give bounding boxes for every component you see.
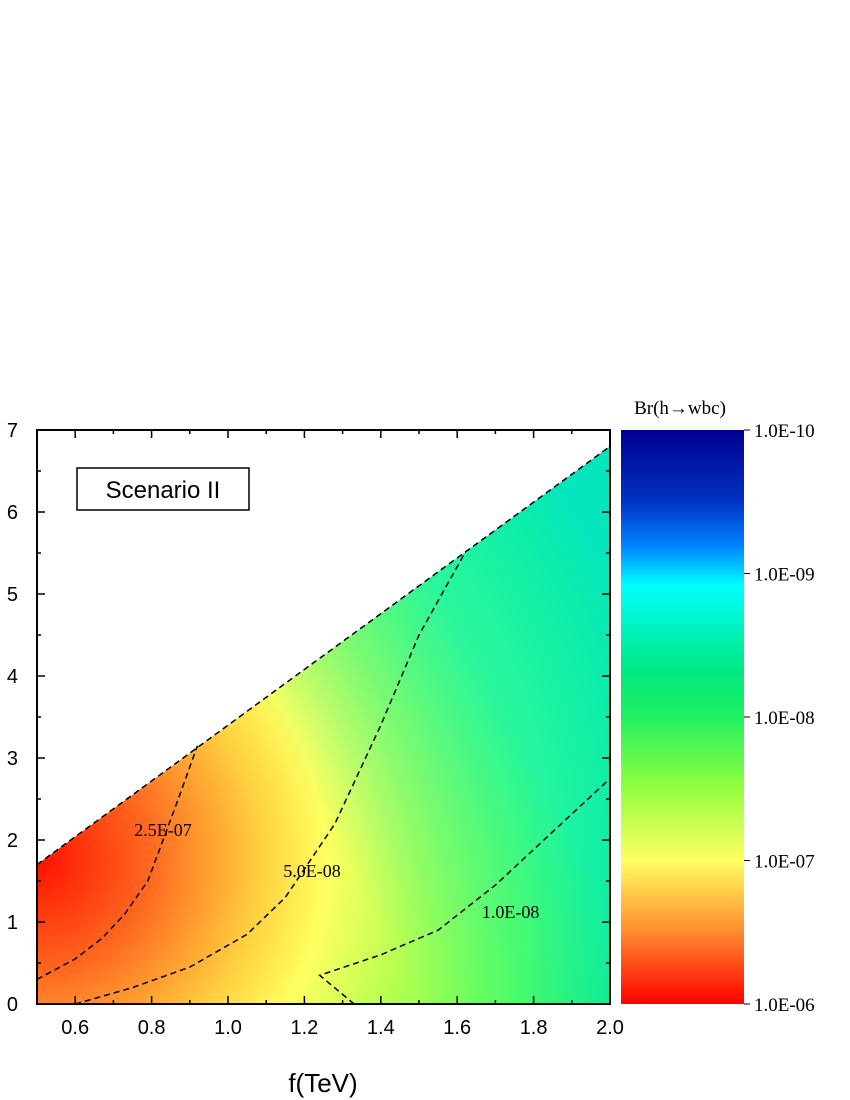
y-tick-label: 0 xyxy=(7,994,18,1016)
colorbar-gradient xyxy=(621,430,744,1004)
x-axis-title: f(TeV) xyxy=(288,1068,357,1098)
colorbar-tick-label: 1.0E-09 xyxy=(754,565,815,586)
x-tick-label: 1.4 xyxy=(367,1017,395,1039)
contour-labels: 2.5E-07 5.0E-08 1.0E-08 xyxy=(134,820,539,922)
contour-line-3 xyxy=(318,777,610,1004)
x-tick-label: 1.2 xyxy=(290,1017,318,1039)
contour-lines xyxy=(37,552,610,1004)
scenario-label: Scenario II xyxy=(106,477,221,504)
x-tick-label: 0.8 xyxy=(138,1017,166,1039)
contour-line-1 xyxy=(37,745,199,981)
colorbar-tick-label: 1.0E-06 xyxy=(754,995,815,1016)
x-tick-labels: 0.6 0.8 1.0 1.2 1.4 1.6 1.8 2.0 xyxy=(61,1017,624,1039)
y-tick-label: 2 xyxy=(7,830,18,852)
colorbar-title: Br(h→wbc) xyxy=(634,398,726,419)
colorbar: Br(h→wbc) 1.0E-101.0E-091.0E-081.0E-071.… xyxy=(621,398,815,1016)
y-tick-label: 7 xyxy=(7,420,18,442)
x-tick-label: 1.6 xyxy=(443,1017,471,1039)
scenario-annotation: Scenario II xyxy=(76,467,250,511)
y-tick-label: 6 xyxy=(7,502,18,524)
y-tick-label: 4 xyxy=(7,666,18,688)
x-tick-label: 2.0 xyxy=(596,1017,624,1039)
contour-label-2: 5.0E-08 xyxy=(283,861,341,881)
axis-ticks xyxy=(36,429,611,1005)
x-tick-label: 0.6 xyxy=(61,1017,89,1039)
contour-label-3: 1.0E-08 xyxy=(482,902,540,922)
colorbar-tick-label: 1.0E-07 xyxy=(754,852,815,873)
y-tick-label: 3 xyxy=(7,748,18,770)
x-tick-label: 1.8 xyxy=(520,1017,548,1039)
heatmap-region xyxy=(37,446,610,1004)
y-tick-labels: 0 1 2 3 4 5 6 7 xyxy=(7,420,18,1016)
y-tick-label: 1 xyxy=(7,912,18,934)
contour-line-2 xyxy=(74,552,466,1004)
upper-boundary-line xyxy=(36,445,611,866)
y-tick-label: 5 xyxy=(7,584,18,606)
contour-label-1: 2.5E-07 xyxy=(134,820,192,840)
colorbar-tick-label: 1.0E-10 xyxy=(754,421,815,442)
colorbar-tick-label: 1.0E-08 xyxy=(754,708,815,729)
x-tick-label: 1.0 xyxy=(214,1017,242,1039)
colorbar-tick-labels: 1.0E-10 1.0E-09 1.0E-08 1.0E-07 1.0E-06 xyxy=(744,421,815,1016)
